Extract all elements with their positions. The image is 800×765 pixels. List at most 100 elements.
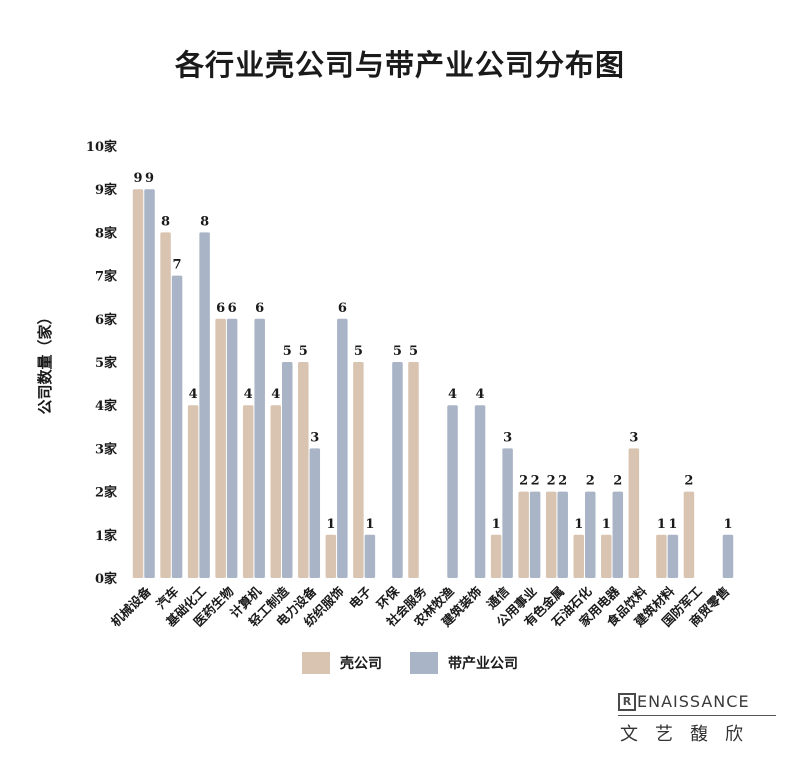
bar-industry [502, 448, 513, 578]
bar-industry [226, 318, 238, 578]
bar-industry [585, 491, 596, 578]
brand-chinese-name: 文艺馥欣 [620, 724, 760, 745]
bar-value-label: 1 [668, 517, 677, 532]
bar-shell [160, 232, 171, 578]
bar-shell [408, 362, 419, 578]
bar-industry [557, 491, 568, 578]
bar-value-label: 9 [145, 171, 154, 186]
bar-shell [601, 534, 612, 578]
bar-value-label: 4 [189, 387, 198, 402]
bar-shell [490, 534, 502, 578]
bar-shell [573, 534, 584, 578]
brand-wordmark: ENAISSANCE [637, 692, 750, 711]
bar-value-label: 8 [200, 214, 209, 229]
legend-item-industry: 带产业公司 [410, 652, 518, 674]
bar-shell [298, 362, 309, 578]
y-tick-label: 0家 [95, 571, 118, 587]
bar-value-label: 6 [338, 301, 347, 316]
bar-industry [309, 448, 321, 578]
brand-logo: R ENAISSANCE 文艺馥欣 [618, 692, 778, 746]
bar-shell [187, 405, 199, 578]
bar-value-label: 2 [586, 474, 595, 489]
bar-industry [392, 362, 403, 578]
legend-swatch-shell [302, 652, 330, 674]
bar-value-label: 2 [519, 474, 528, 489]
y-tick-label: 5家 [95, 355, 118, 371]
chart-title: 各行业壳公司与带产业公司分布图 [174, 48, 625, 82]
bar-value-label: 1 [365, 517, 374, 532]
bar-shell [270, 405, 281, 578]
bar-industry [144, 189, 155, 578]
bar-industry [612, 491, 624, 578]
bar-value-label: 2 [558, 474, 567, 489]
bar-industry [337, 318, 348, 578]
bar-value-label: 6 [255, 301, 264, 316]
bar-shell [242, 405, 254, 578]
bar-shell [353, 362, 364, 578]
bar-industry [667, 534, 679, 578]
y-tick-label: 6家 [95, 312, 118, 328]
bar-industry [364, 534, 376, 578]
bar-value-label: 5 [409, 344, 418, 359]
bar-value-label: 4 [448, 387, 457, 402]
bar-industry [474, 405, 486, 578]
bar-industry [171, 275, 183, 578]
bar-value-label: 3 [310, 430, 319, 445]
bar-value-label: 1 [326, 517, 335, 532]
bar-industry [282, 362, 293, 578]
bar-value-label: 1 [574, 517, 583, 532]
bar-value-label: 5 [299, 344, 308, 359]
y-tick-label: 8家 [95, 225, 118, 241]
bar-value-label: 8 [161, 214, 170, 229]
bar-shell [132, 189, 144, 578]
y-tick-label: 10家 [86, 139, 118, 155]
legend-item-shell: 壳公司 [302, 652, 382, 674]
bar-industry [722, 534, 734, 578]
bar-value-label: 9 [133, 171, 142, 186]
bar-value-label: 2 [531, 474, 540, 489]
bar-value-label: 5 [354, 344, 363, 359]
x-category-label: 电子 [346, 583, 375, 612]
y-tick-label: 1家 [95, 528, 118, 544]
bar-shell [628, 448, 640, 578]
bar-value-label: 4 [271, 387, 280, 402]
bar-value-label: 1 [723, 517, 732, 532]
bar-value-label: 2 [684, 474, 693, 489]
y-tick-label: 2家 [95, 485, 118, 501]
brand-divider [618, 715, 776, 716]
bar-shell [518, 491, 529, 578]
legend-label-industry: 带产业公司 [448, 656, 518, 672]
bar-value-label: 3 [503, 430, 512, 445]
bar-value-label: 1 [657, 517, 666, 532]
legend-swatch-industry [410, 652, 438, 674]
bar-value-label: 3 [629, 430, 638, 445]
bar-shell [215, 318, 226, 578]
y-tick-label: 3家 [95, 441, 118, 457]
y-axis-title: 公司数量（家） [36, 309, 54, 414]
bar-industry [529, 491, 541, 578]
bar-value-label: 6 [228, 301, 237, 316]
bar-value-label: 5 [283, 344, 292, 359]
bar-shell [545, 491, 557, 578]
bar-industry [199, 232, 210, 578]
bar-value-label: 2 [547, 474, 556, 489]
legend-label-shell: 壳公司 [340, 656, 382, 672]
y-tick-label: 7家 [95, 269, 118, 285]
y-tick-label: 4家 [95, 398, 118, 414]
bar-value-label: 4 [476, 387, 485, 402]
bar-value-label: 7 [173, 258, 182, 273]
bar-value-label: 1 [602, 517, 611, 532]
bar-shell [683, 491, 695, 578]
bar-value-label: 6 [216, 301, 225, 316]
bar-value-label: 1 [492, 517, 501, 532]
x-category-label: 机械设备 [108, 583, 154, 629]
bar-industry [447, 405, 458, 578]
bar-industry [254, 318, 265, 578]
brand-mark: R [618, 692, 636, 711]
legend: 壳公司 带产业公司 [0, 652, 800, 676]
bar-value-label: 5 [393, 344, 402, 359]
bar-value-label: 2 [613, 474, 622, 489]
bar-shell [656, 534, 667, 578]
y-tick-label: 9家 [95, 182, 118, 198]
